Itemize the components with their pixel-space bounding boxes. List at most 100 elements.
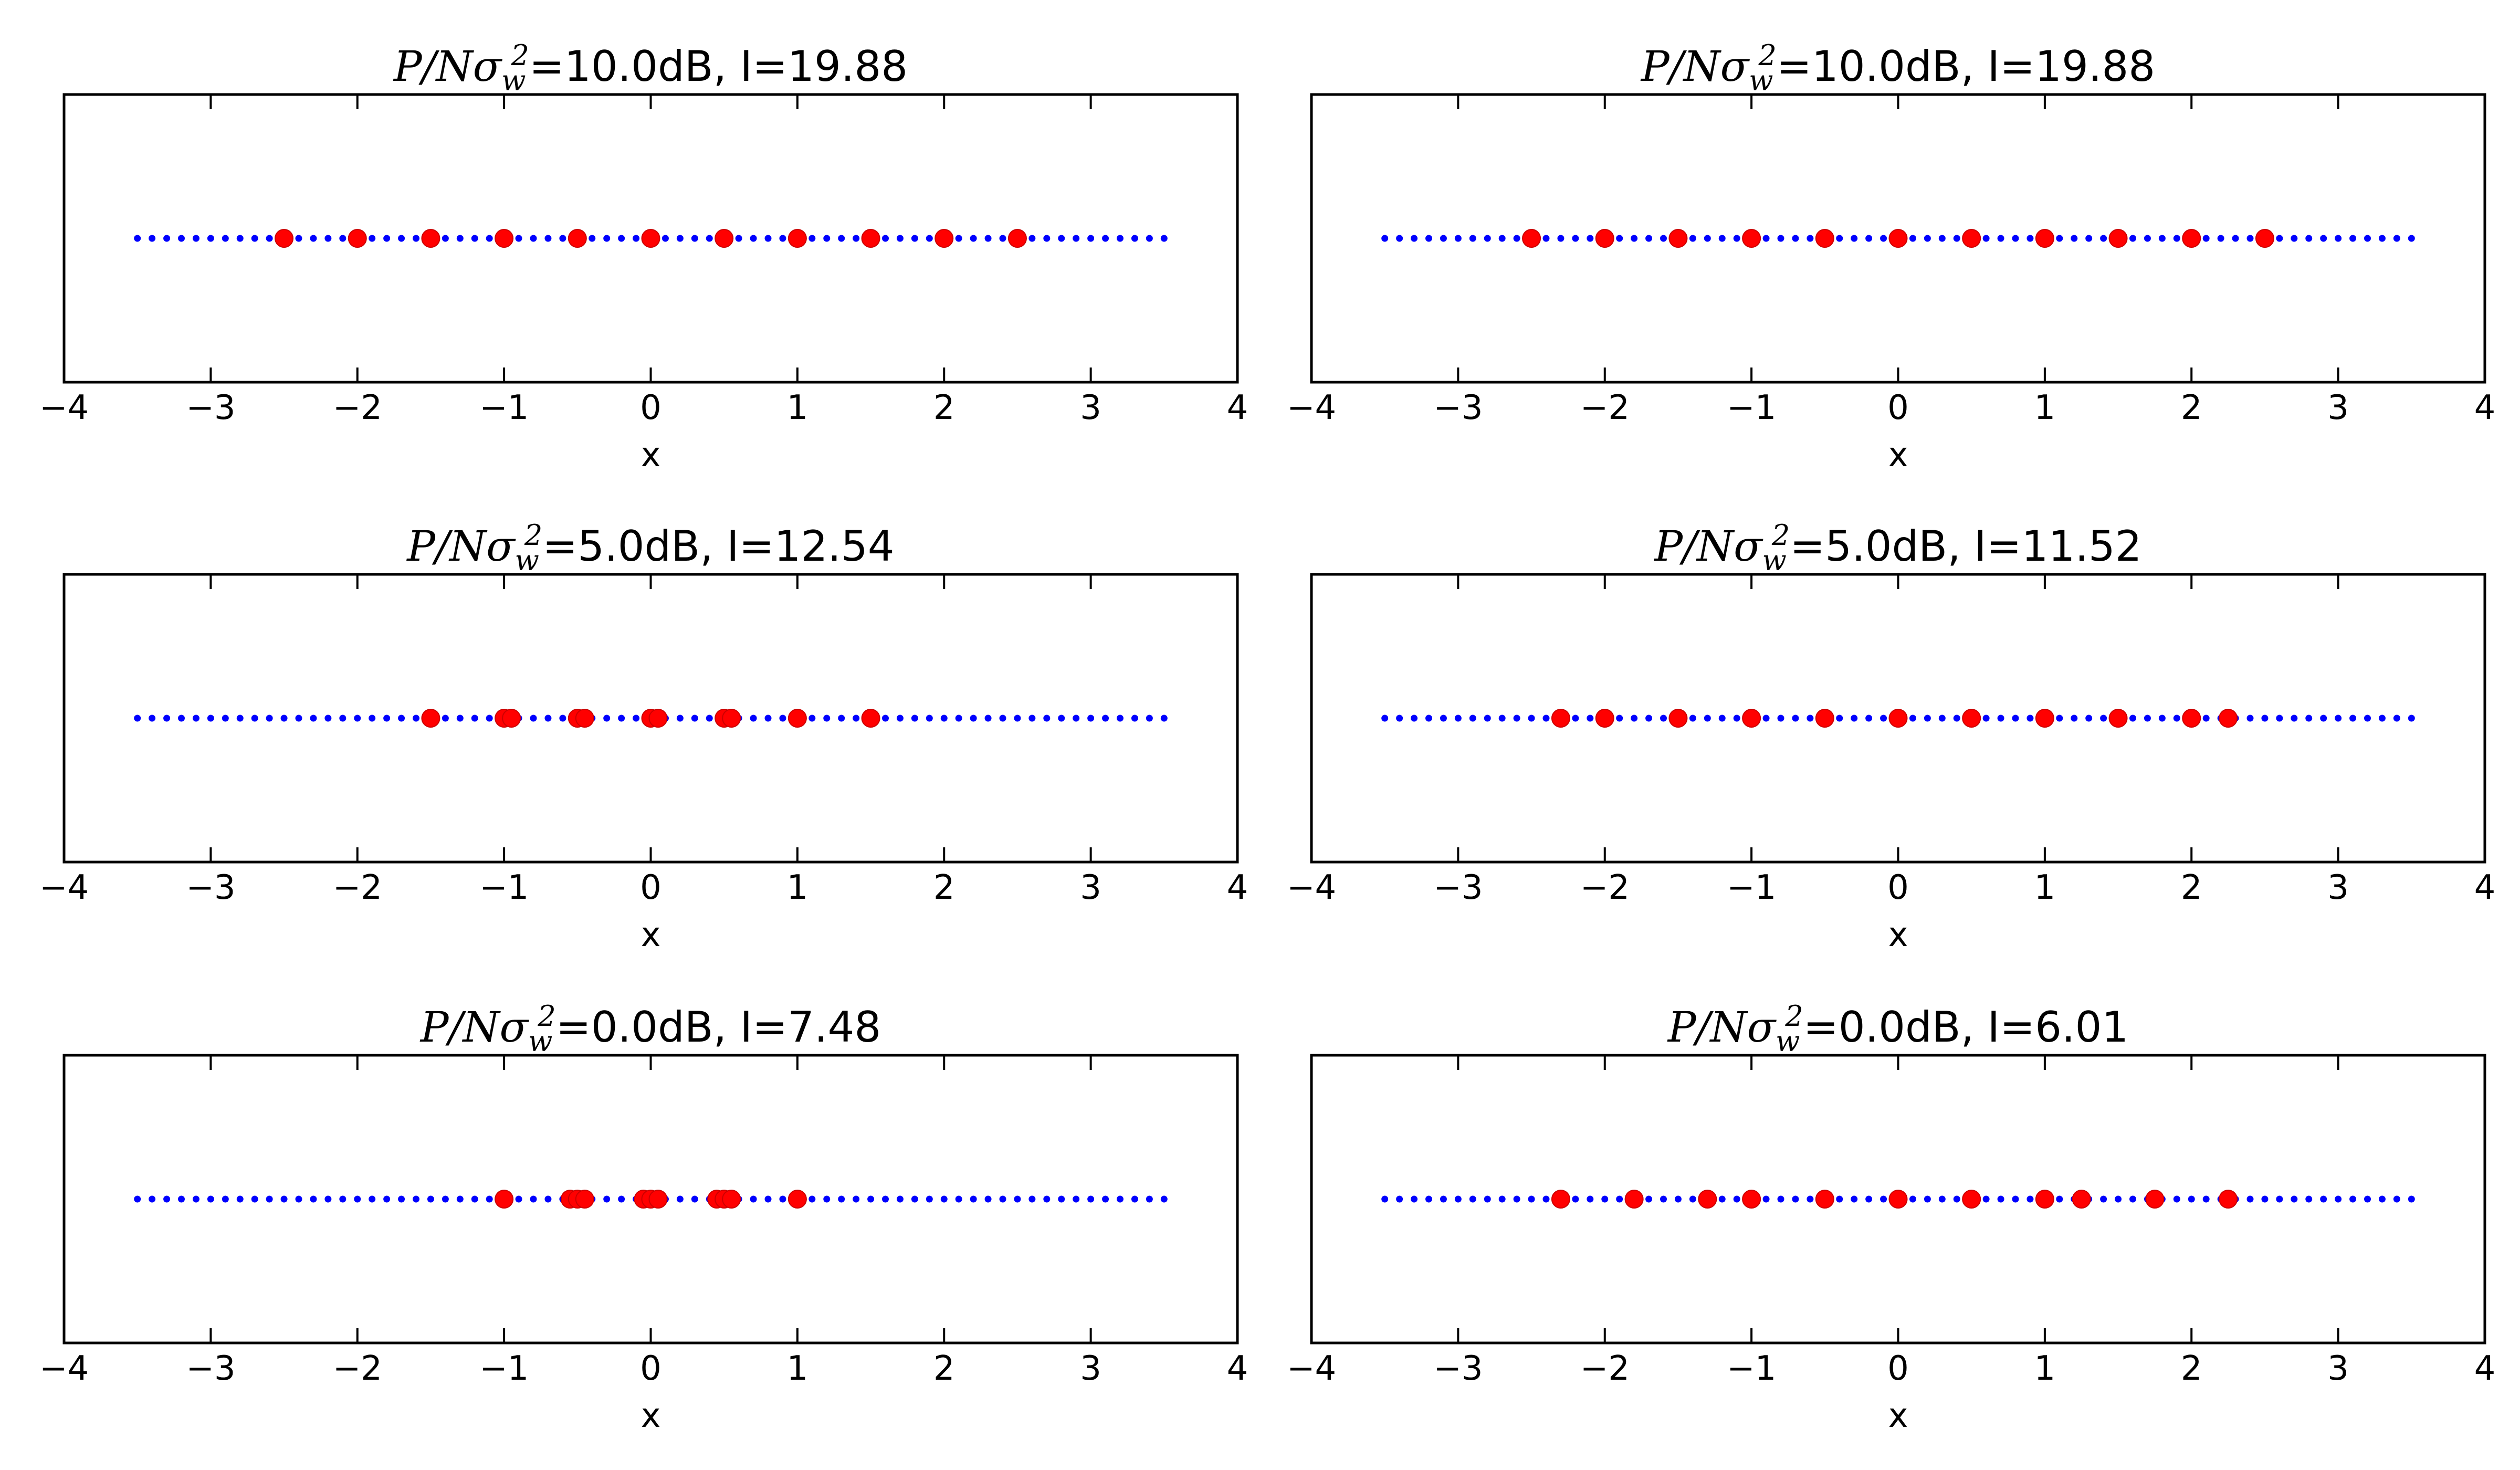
constellation-point [1624,1190,1644,1209]
grid-point [222,235,229,242]
grid-point [236,235,244,242]
grid-point [676,1195,684,1203]
title-prefix: P/Nσ [1640,42,1750,91]
x-tick-label: −3 [1433,868,1483,907]
grid-point [1396,1195,1403,1203]
grid-point [398,1195,405,1203]
constellation-point [1888,229,1908,248]
grid-point [149,715,156,722]
grid-point [2056,1195,2063,1203]
grid-point [2246,715,2254,722]
grid-point [2291,1195,2298,1203]
title-superscript: 2 [1771,519,1790,552]
grid-point [1058,235,1065,242]
x-tick-label: 0 [1887,868,1909,907]
title-prefix: P/Nσ [406,522,516,571]
grid-point [339,715,346,722]
grid-point [1014,715,1021,722]
grid-point [896,235,904,242]
x-tick-label: −2 [333,868,382,907]
grid-point [955,715,962,722]
grid-point [750,1195,757,1203]
title-subscript: w [1749,64,1773,97]
x-tick-label: −3 [1433,388,1483,427]
grid-point [2026,715,2034,722]
grid-point [779,715,786,722]
constellation-point [1888,709,1908,728]
grid-point [999,1195,1006,1203]
grid-point [310,715,317,722]
constellation-point [1815,1190,1834,1209]
grid-point [1043,715,1051,722]
grid-point [1160,235,1168,242]
title-superscript: 2 [524,519,542,552]
grid-point [1704,715,1711,722]
grid-point [251,235,258,242]
constellation-point [1595,709,1614,728]
grid-point [544,1195,552,1203]
grid-point [2158,715,2166,722]
grid-point [1762,235,1770,242]
grid-point [383,1195,391,1203]
grid-point [2364,1195,2371,1203]
grid-point [1572,1195,1579,1203]
grid-point [2393,715,2400,722]
grid-point [251,1195,258,1203]
grid-point [2173,715,2180,722]
grid-point [808,235,816,242]
grid-point [2085,715,2093,722]
plot-title: P/Nσw2=10.0dB, I=19.88 [1640,39,2155,97]
grid-point [1454,715,1462,722]
grid-point [1807,715,1814,722]
grid-point [618,235,625,242]
grid-point [1425,235,1432,242]
x-tick-label: 3 [1080,388,1101,427]
grid-point [2378,715,2386,722]
constellation-point [2219,1190,2238,1209]
grid-point [2291,715,2298,722]
grid-point [266,1195,273,1203]
constellation-point [2035,709,2054,728]
grid-point [2202,1195,2210,1203]
grid-point [1528,715,1535,722]
grid-point [1513,1195,1520,1203]
grid-point [2129,1195,2136,1203]
grid-point [823,1195,831,1203]
grid-point [1498,235,1506,242]
x-tick-label: 1 [787,388,808,427]
grid-point [1102,1195,1109,1203]
grid-point [2085,235,2093,242]
grid-point [207,1195,214,1203]
grid-point [1689,235,1696,242]
grid-point [1616,715,1623,722]
grid-point [1469,1195,1476,1203]
grid-point [515,1195,522,1203]
constellation-point [1007,229,1027,248]
grid-point [456,715,464,722]
title-subscript: w [528,1025,552,1058]
grid-point [2291,235,2298,242]
grid-point [1087,1195,1095,1203]
plot-title: P/Nσw2=0.0dB, I=6.01 [1667,1000,2129,1058]
x-axis-label: x [1888,1396,1908,1435]
title-suffix: =5.0dB, I=12.54 [542,522,894,571]
constellation-point [2108,229,2128,248]
grid-point [1381,235,1389,242]
grid-point [1513,715,1520,722]
grid-point [1425,715,1432,722]
grid-point [1807,235,1814,242]
grid-point [999,715,1006,722]
constellation-point [348,229,367,248]
grid-point [1865,715,1873,722]
grid-point [324,235,332,242]
constellation-point [1668,229,1688,248]
grid-point [2012,235,2019,242]
x-tick-label: 1 [2034,388,2056,427]
grid-point [1102,235,1109,242]
grid-point [882,1195,889,1203]
x-tick-label: −2 [333,1349,382,1388]
grid-point [1851,715,1858,722]
x-tick-label: 2 [2181,1349,2202,1388]
constellation-point [861,709,880,728]
grid-point [2378,235,2386,242]
